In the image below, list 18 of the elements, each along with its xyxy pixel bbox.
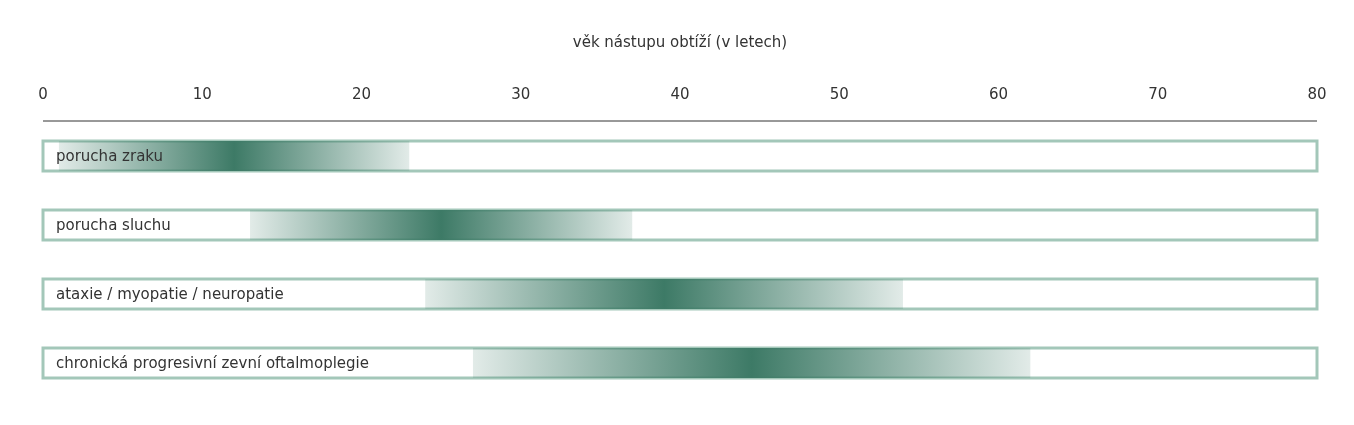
x-tick-label: 50	[829, 85, 849, 103]
bar	[425, 279, 903, 309]
bar	[58, 141, 410, 171]
x-tick-label: 0	[38, 85, 48, 103]
x-tick-label: 20	[351, 85, 372, 103]
bar	[250, 210, 633, 240]
bar	[472, 348, 1031, 378]
x-axis-title: věk nástupu obtíží (v letech)	[572, 32, 788, 51]
y-tick-label: porucha zraku	[56, 146, 164, 165]
x-tick-label: 60	[988, 85, 1009, 103]
y-tick-label: ataxie / myopatie / neuropatie	[56, 284, 284, 303]
x-tick-label: 10	[192, 85, 212, 103]
x-tick-label: 80	[1307, 85, 1327, 103]
x-tick-label: 70	[1148, 85, 1168, 103]
x-tick-label: 40	[670, 85, 690, 103]
y-tick-label: chronická progresivní zevní oftalmoplegie	[56, 353, 369, 372]
y-tick-label: porucha sluchu	[56, 215, 171, 234]
x-tick-label: 30	[511, 85, 531, 103]
